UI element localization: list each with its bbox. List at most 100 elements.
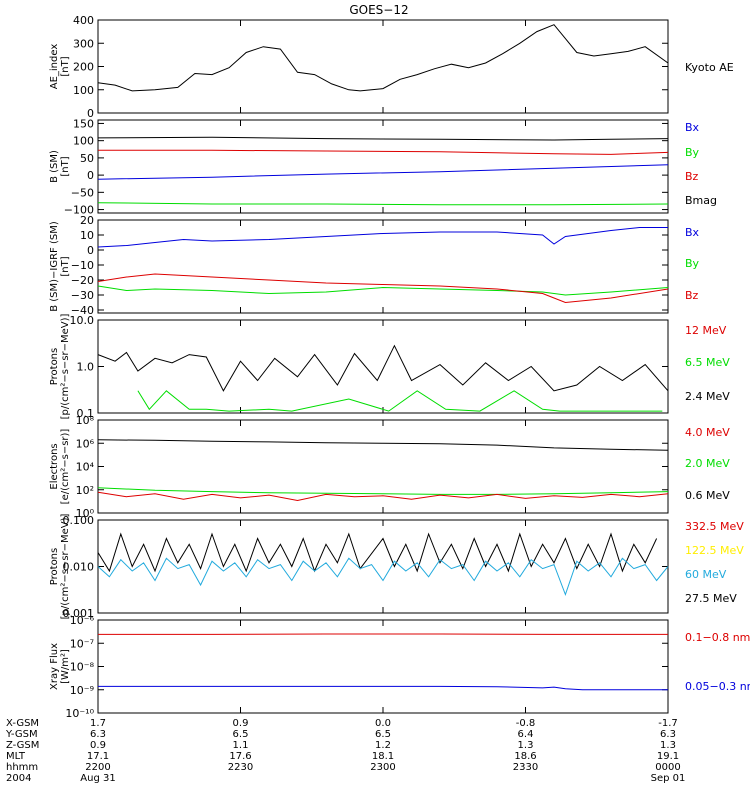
- series-line: [97, 532, 658, 573]
- legend-entry: Bz: [685, 170, 699, 183]
- y-tick-label: 10⁻⁶: [70, 614, 95, 627]
- y-tick-label: 0.010: [63, 561, 95, 574]
- y-tick-label: −20: [71, 274, 94, 287]
- y-tick-label: 50: [80, 152, 94, 165]
- y-tick-label: −30: [71, 289, 94, 302]
- table-cell: 6.5: [233, 729, 249, 740]
- legend-entry: Bz: [685, 289, 699, 302]
- table-cell: 1.3: [660, 740, 676, 751]
- series-line: [97, 136, 669, 141]
- y-tick-label: 10⁻¹⁰: [65, 707, 94, 720]
- legend-entry: 0.05−0.3 nm: [685, 680, 750, 693]
- table-cell: 6.3: [90, 729, 106, 740]
- panel-0: 0 100 200 300 400 AE_index[nT] Kyoto AE: [49, 14, 734, 120]
- panel-1: −100 −50 0 50 100 150 B (SM)[nT] Bx By Bz Bmag: [49, 117, 717, 216]
- y-tick-label: 0: [87, 244, 94, 257]
- y-tick-label: 0.1: [77, 407, 95, 420]
- panel-frame: [97, 19, 669, 114]
- table-cell: 6.4: [518, 729, 534, 740]
- table-cell: 2330: [513, 762, 538, 773]
- y-axis-label: AE_index[nT]: [49, 44, 71, 90]
- series-line: [97, 273, 669, 304]
- table-cell: 18.6: [514, 751, 536, 762]
- legend-entry: 2.4 MeV: [685, 390, 730, 403]
- legend-entry: 6.5 MeV: [685, 356, 730, 369]
- table-row-label: Y-GSM: [5, 729, 38, 740]
- y-tick-label: −40: [71, 304, 94, 317]
- y-axis-label: B (SM)[nT]: [49, 150, 71, 183]
- series-line: [97, 285, 669, 296]
- series-line: [97, 344, 669, 392]
- panel-5: 0.001 0.010 0.100Protons[p/(cm²−s−sr−MeV)]…: [49, 513, 744, 620]
- panel-6: 10⁻¹⁰ 10⁻⁹ 10⁻⁸ 10⁻⁷ 10⁻⁶ Xray Flux[W/m²] 0.1−…: [49, 614, 750, 720]
- y-axis-label: Xray Flux[W/m²]: [49, 643, 71, 690]
- x-axis-table: X-GSMY-GSMZ-GSMMLThhmm20041.76.30.917.12…: [5, 718, 685, 784]
- legend-entry: 2.0 MeV: [685, 457, 730, 470]
- legend-entry: Bx: [685, 226, 700, 239]
- series-line: [98, 685, 668, 691]
- y-tick-label: 150: [73, 117, 94, 130]
- series-line: [97, 202, 669, 206]
- y-tick-label: −50: [71, 186, 94, 199]
- table-cell: 1.7: [90, 718, 106, 729]
- y-tick-label: 0.100: [63, 514, 95, 527]
- y-tick-label: 20: [80, 214, 94, 227]
- table-row-label: 2004: [6, 773, 31, 784]
- panel-4: 10⁰ 10² 10⁴ 10⁶ 10⁸ Electrons[e/(cm²−s−sr)] 4.…: [49, 414, 730, 520]
- table-cell: 0000: [655, 762, 680, 773]
- table-cell: 0.9: [233, 718, 249, 729]
- y-tick-label: 200: [73, 61, 94, 74]
- table-cell: 18.1: [372, 751, 394, 762]
- y-axis-label: Protons[p/(cm²−s−sr−MeV)]: [49, 513, 71, 619]
- y-tick-label: 10²: [76, 484, 94, 497]
- y-tick-label: −10: [71, 259, 94, 272]
- y-tick-label: 10⁻⁹: [70, 684, 94, 697]
- table-cell: 0.9: [90, 740, 106, 751]
- y-tick-label: 10⁻⁷: [70, 637, 94, 650]
- table-row-label: hhmm: [6, 762, 38, 773]
- table-cell: 2200: [85, 762, 110, 773]
- legend-entry: 0.1−0.8 nm: [685, 631, 750, 644]
- y-tick-label: 0.001: [63, 607, 95, 620]
- y-tick-label: 10.0: [70, 314, 95, 327]
- panel-2: −40 −30 −20 −10 0 10 20 B (SM)−IGRF (SM)[nT] Bx B…: [49, 214, 700, 317]
- table-cell: 17.1: [87, 751, 109, 762]
- table-cell: 17.6: [229, 751, 251, 762]
- table-row-label: MLT: [6, 751, 26, 762]
- legend-entry: 332.5 MeV: [685, 520, 744, 533]
- legend-entry: Bx: [685, 121, 700, 134]
- table-row-label: X-GSM: [6, 718, 39, 729]
- y-tick-label: 0: [87, 169, 94, 182]
- table-cell: 1.2: [375, 740, 391, 751]
- table-row-label: Z-GSM: [6, 740, 39, 751]
- plot-title: GOES−12: [349, 3, 408, 17]
- legend-entry: 27.5 MeV: [685, 592, 737, 605]
- panel-frame: [97, 119, 669, 214]
- table-cell: 1.1: [233, 740, 249, 751]
- y-tick-label: 300: [73, 37, 94, 50]
- series-line: [97, 487, 669, 495]
- series-line: [98, 149, 669, 155]
- y-tick-label: 400: [73, 14, 94, 27]
- series-line: [97, 227, 668, 248]
- legend-entry: 0.6 MeV: [685, 489, 730, 502]
- y-axis-label: Protons[p/(cm²−s−sr−MeV)]: [49, 313, 71, 419]
- y-tick-label: 10⁸: [76, 414, 95, 427]
- y-tick-label: 10⁴: [76, 461, 95, 474]
- table-cell: 1.3: [518, 740, 534, 751]
- y-tick-label: 100: [73, 135, 94, 148]
- y-tick-label: 10⁶: [76, 437, 95, 450]
- panel-frame: [97, 319, 669, 414]
- series-line: [97, 557, 669, 596]
- table-cell: Aug 31: [80, 773, 115, 784]
- table-cell: 6.5: [375, 729, 391, 740]
- y-axis-label: Electrons[e/(cm²−s−sr)]: [49, 429, 71, 505]
- series-line: [97, 164, 669, 180]
- y-tick-label: 100: [73, 84, 94, 97]
- y-tick-label: 10: [80, 229, 94, 242]
- table-cell: 2300: [370, 762, 395, 773]
- y-tick-label: 1.0: [77, 361, 95, 374]
